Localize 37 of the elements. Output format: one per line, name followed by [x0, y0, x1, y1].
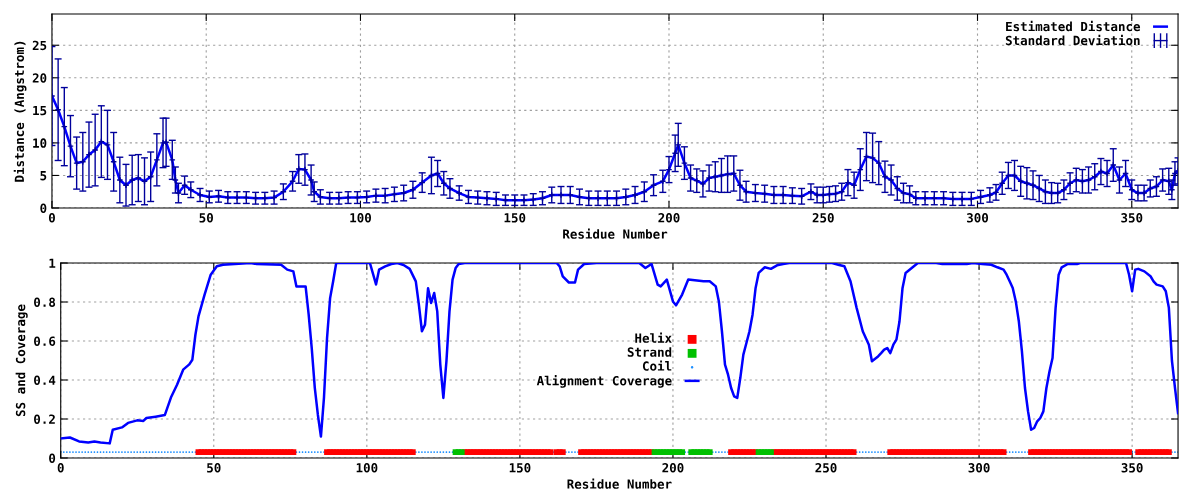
- x-tick-label: 100: [350, 213, 372, 223]
- y-tick-label: 0.4: [34, 375, 56, 385]
- y-tick-label: 15: [33, 105, 47, 116]
- x-tick-label: 200: [658, 213, 680, 223]
- x-tick-label: 50: [199, 213, 213, 223]
- y-tick-label: 1: [49, 258, 56, 268]
- x-axis-title: Residue Number: [567, 478, 672, 489]
- x-tick-label: 200: [662, 463, 684, 473]
- y-axis-title: SS and Coverage: [15, 304, 28, 417]
- x-tick-label: 350: [1121, 213, 1143, 223]
- y-axis-title: Distance (Angstrom): [13, 41, 27, 182]
- x-tick-label: 150: [509, 463, 531, 473]
- y-tick-label: 10: [33, 138, 47, 148]
- y-tick-label: 25: [32, 40, 47, 51]
- y-tick-label: 0.6: [34, 336, 56, 346]
- x-tick-label: 150: [504, 213, 526, 223]
- x-tick-label: 350: [1121, 463, 1143, 473]
- x-tick-label: 250: [815, 463, 837, 473]
- y-tick-label: 0.8: [34, 297, 56, 307]
- legend-label: Estimated Distance: [1006, 20, 1141, 32]
- legend-label: Alignment Coverage: [536, 375, 672, 388]
- x-tick-label: 50: [207, 463, 221, 473]
- y-tick-label: 20: [32, 73, 47, 83]
- legend-label: Standard Deviation: [1005, 34, 1140, 46]
- x-tick-label: 300: [968, 463, 990, 473]
- x-tick-label: 250: [812, 213, 834, 223]
- y-tick-label: 0: [49, 453, 56, 463]
- x-tick-label: 0: [57, 463, 64, 473]
- legend-label: Helix: [635, 332, 672, 343]
- x-tick-label: 300: [966, 213, 989, 223]
- y-tick-label: 5: [40, 171, 47, 181]
- x-tick-label: 100: [356, 463, 378, 473]
- x-axis-title: Residue Number: [563, 228, 668, 239]
- y-tick-label: 0.2: [34, 414, 55, 424]
- legend-label: Strand: [627, 347, 672, 357]
- legend-label: Coil: [642, 360, 672, 371]
- y-tick-label: 0: [40, 203, 47, 213]
